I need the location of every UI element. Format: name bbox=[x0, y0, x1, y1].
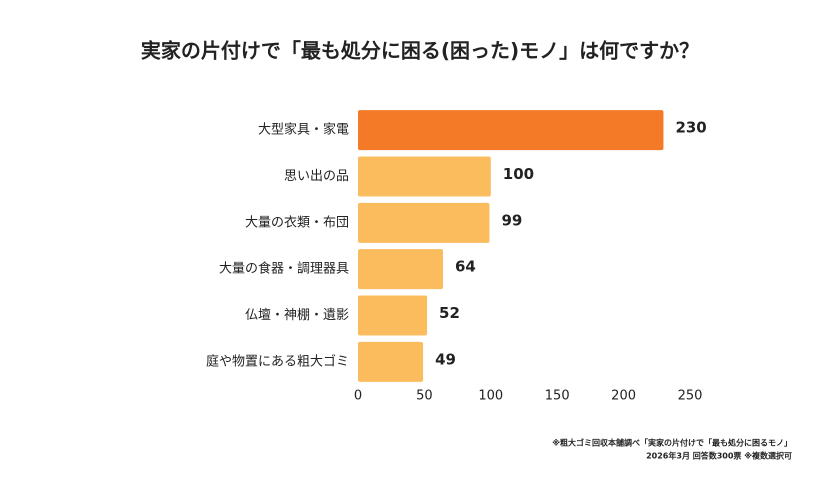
y-tick-label: 大量の食器・調理器具 bbox=[219, 261, 349, 277]
x-tick-label: 100 bbox=[478, 389, 503, 404]
value-label: 99 bbox=[501, 211, 522, 229]
bar bbox=[358, 110, 664, 151]
x-tick-label: 50 bbox=[416, 389, 433, 404]
value-label: 230 bbox=[675, 119, 706, 137]
x-tick-label: 150 bbox=[545, 389, 570, 404]
source-note: 2026年3月 回答数300票 ※複数選択可 bbox=[646, 451, 792, 461]
bar bbox=[358, 341, 424, 382]
x-tick-label: 0 bbox=[354, 389, 362, 404]
value-label: 49 bbox=[435, 350, 456, 368]
value-label: 100 bbox=[503, 165, 534, 183]
bar bbox=[358, 202, 490, 243]
bar bbox=[358, 295, 428, 336]
y-tick-label: 大量の衣類・布団 bbox=[245, 214, 349, 230]
y-tick-label: 仏壇・神棚・遺影 bbox=[245, 307, 349, 323]
x-tick-label: 200 bbox=[611, 389, 636, 404]
value-label: 52 bbox=[439, 304, 460, 322]
bar bbox=[358, 249, 443, 290]
y-tick-label: 思い出の品 bbox=[284, 169, 349, 184]
bar bbox=[358, 156, 491, 197]
chart-title: 実家の片付けで「最も処分に困る(困った)モノ」は何ですか？ bbox=[141, 39, 699, 63]
y-tick-label: 大型家具・家電 bbox=[258, 122, 349, 138]
y-tick-label: 庭や物置にある粗大ゴミ bbox=[206, 353, 349, 369]
value-label: 64 bbox=[455, 258, 476, 276]
x-tick-label: 250 bbox=[678, 389, 703, 404]
source-note: ※粗大ゴミ回収本舗調べ「実家の片付けで「最も処分に困るモノ」 bbox=[552, 438, 792, 448]
